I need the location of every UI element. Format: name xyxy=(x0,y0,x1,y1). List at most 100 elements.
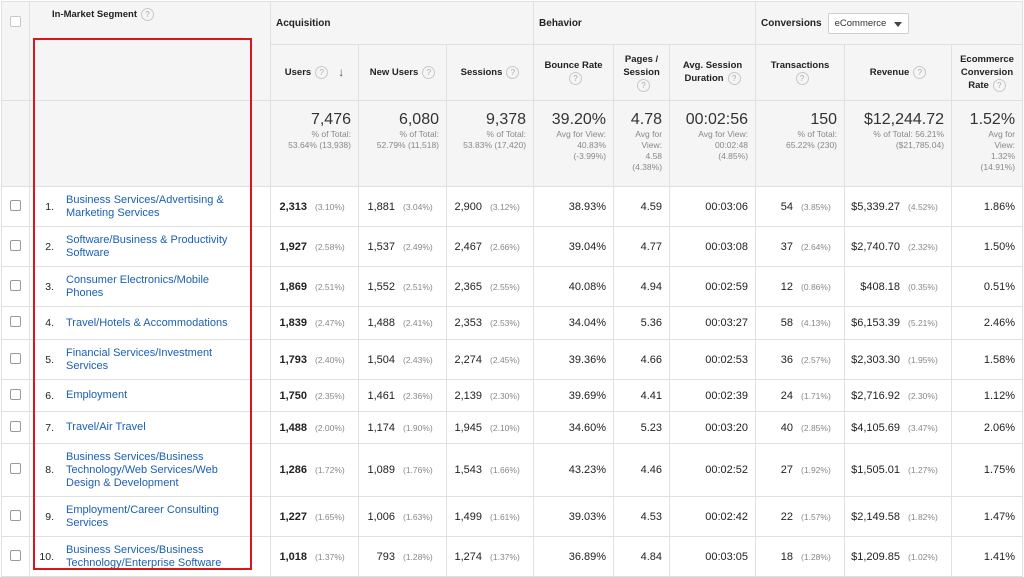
users-value: 1,018 xyxy=(279,550,307,563)
segment-link[interactable]: Software/Business & Productivity Softwar… xyxy=(66,233,228,259)
new-users-pct: (2.49%) xyxy=(403,241,433,252)
segment-link[interactable]: Employment/Career Consulting Services xyxy=(66,503,219,529)
sessions-value: 2,900 xyxy=(454,200,483,213)
ecr-cell: 1.58% xyxy=(951,339,1024,380)
new-users-cell: 1,552 (2.51%) xyxy=(358,266,447,307)
total-ecr-avg: 1.32% xyxy=(990,151,1016,161)
help-icon[interactable]: ? xyxy=(913,65,927,79)
row-checkbox[interactable] xyxy=(10,199,21,211)
segment-link[interactable]: Business Services/Business Technology/En… xyxy=(66,543,222,569)
total-ecr: 1.52% Avg for View: 1.32% (14.91%) xyxy=(951,100,1024,187)
revenue-header-label: Revenue xyxy=(869,67,910,78)
revenue-pct: (1.82%) xyxy=(908,511,938,522)
segment-link[interactable]: Employment xyxy=(66,389,128,401)
table-row: 6. Employment 1,750 (2.35%) 1,461 (2.36%) 2… xyxy=(1,379,1024,412)
segment-link[interactable]: Business Services/Business Technology/We… xyxy=(66,450,218,489)
revenue-value: $408.18 xyxy=(860,280,901,293)
total-users-caption: % of Total: xyxy=(311,129,351,139)
row-checkbox[interactable] xyxy=(10,279,21,291)
segment-link[interactable]: Consumer Electronics/Mobile Phones xyxy=(66,273,210,299)
row-select-cell xyxy=(1,379,30,412)
row-checkbox[interactable] xyxy=(10,420,21,432)
transactions-value: 54 xyxy=(780,200,794,213)
help-icon[interactable]: ? xyxy=(637,78,651,92)
row-select-cell xyxy=(1,339,30,380)
segment-column-header[interactable]: In-Market Segment? xyxy=(29,1,271,101)
new-users-pct: (2.41%) xyxy=(403,318,433,328)
transactions-value: 12 xyxy=(780,280,794,293)
revenue-pct: (0.35%) xyxy=(908,281,938,292)
row-checkbox[interactable] xyxy=(10,239,21,251)
help-icon[interactable]: ? xyxy=(315,65,329,79)
segment-link[interactable]: Business Services/Advertising & Marketin… xyxy=(66,193,224,219)
help-icon[interactable]: ? xyxy=(795,72,809,86)
segment-link[interactable]: Travel/Air Travel xyxy=(66,421,146,433)
conversions-dropdown[interactable]: eCommerce xyxy=(827,12,910,34)
sessions-pct: (2.10%) xyxy=(490,422,520,433)
help-icon[interactable]: ? xyxy=(141,8,154,21)
bounce-rate-column-header[interactable]: Bounce Rate? xyxy=(533,44,615,101)
help-icon[interactable]: ? xyxy=(569,72,583,86)
ecommerce-conversion-rate-column-header[interactable]: Ecommerce Conversion Rate? xyxy=(951,44,1024,101)
row-select-cell xyxy=(1,186,30,227)
sessions-column-header[interactable]: Sessions? xyxy=(445,44,535,101)
transactions-cell: 27 (1.92%) xyxy=(755,443,846,497)
ecr-cell: 1.50% xyxy=(951,226,1024,267)
acquisition-group-header: Acquisition xyxy=(269,1,535,45)
transactions-column-header[interactable]: Transactions? xyxy=(755,44,846,101)
table-row: 10. Business Services/Business Technology… xyxy=(1,536,1024,577)
help-icon[interactable]: ? xyxy=(506,65,520,79)
pages-session-cell: 5.36 xyxy=(613,306,671,340)
avg-duration-cell: 00:03:27 xyxy=(669,306,757,340)
total-pages-session-value: 4.78 xyxy=(630,111,663,128)
total-users-value: 7,476 xyxy=(310,111,351,128)
transactions-pct: (1.28%) xyxy=(801,551,831,562)
row-checkbox[interactable] xyxy=(10,509,21,521)
row-checkbox[interactable] xyxy=(10,316,21,327)
segment-cell: 8. Business Services/Business Technology/… xyxy=(29,443,271,497)
sort-descending-icon[interactable]: ↓ xyxy=(338,64,345,79)
new-users-column-header[interactable]: New Users? xyxy=(358,44,447,101)
segment-link[interactable]: Financial Services/Investment Services xyxy=(66,346,213,372)
sessions-pct: (1.37%) xyxy=(490,551,520,562)
sessions-pct: (1.61%) xyxy=(490,511,520,522)
select-all-checkbox[interactable] xyxy=(10,16,21,27)
row-checkbox[interactable] xyxy=(10,549,21,561)
pages-session-cell: 4.53 xyxy=(613,496,671,537)
total-revenue-caption: % of Total: 56.21% xyxy=(873,129,945,139)
total-transactions: 150% of Total: 65.22% (230) xyxy=(755,100,846,187)
table-row: 1. Business Services/Advertising & Market… xyxy=(1,186,1024,227)
new-users-pct: (2.51%) xyxy=(403,281,433,292)
total-pages-session-diff: (4.38%) xyxy=(632,162,663,172)
ecr-cell: 1.41% xyxy=(951,536,1024,577)
revenue-value: $1,505.01 xyxy=(851,464,901,476)
row-checkbox[interactable] xyxy=(10,463,21,474)
row-checkbox[interactable] xyxy=(10,388,21,400)
sessions-pct: (2.45%) xyxy=(490,354,520,365)
help-icon[interactable]: ? xyxy=(727,72,741,86)
avg-session-duration-column-header[interactable]: Avg. Session Duration? xyxy=(669,44,757,101)
revenue-value: $6,153.39 xyxy=(851,317,901,329)
transactions-pct: (0.86%) xyxy=(801,281,831,292)
transactions-header-label: Transactions xyxy=(770,60,830,72)
help-icon[interactable]: ? xyxy=(992,78,1006,92)
users-column-header[interactable]: Users? ↓ xyxy=(270,44,359,101)
new-users-value: 1,006 xyxy=(367,510,395,523)
avg-duration-cell: 00:02:42 xyxy=(669,496,757,537)
transactions-pct: (2.85%) xyxy=(801,422,831,433)
revenue-column-header[interactable]: Revenue? xyxy=(844,44,953,101)
segment-link[interactable]: Travel/Hotels & Accommodations xyxy=(66,316,228,329)
pages-session-column-header[interactable]: Pages / Session? xyxy=(613,44,671,101)
transactions-value: 58 xyxy=(780,317,794,329)
revenue-value: $2,303.30 xyxy=(851,353,901,366)
conversions-dropdown-value: eCommerce xyxy=(834,17,887,29)
revenue-cell: $1,505.01 (1.27%) xyxy=(844,443,953,497)
revenue-cell: $6,153.39 (5.21%) xyxy=(844,306,953,340)
total-pages-session-caption-1: Avg for xyxy=(635,129,663,139)
row-checkbox[interactable] xyxy=(10,352,21,364)
revenue-cell: $1,209.85 (1.02%) xyxy=(844,536,953,577)
users-pct: (2.35%) xyxy=(315,390,345,401)
revenue-pct: (2.30%) xyxy=(908,390,938,401)
totals-row: 7,476% of Total: 53.64% (13,938) 6,080% o… xyxy=(1,100,1024,187)
help-icon[interactable]: ? xyxy=(422,65,436,79)
